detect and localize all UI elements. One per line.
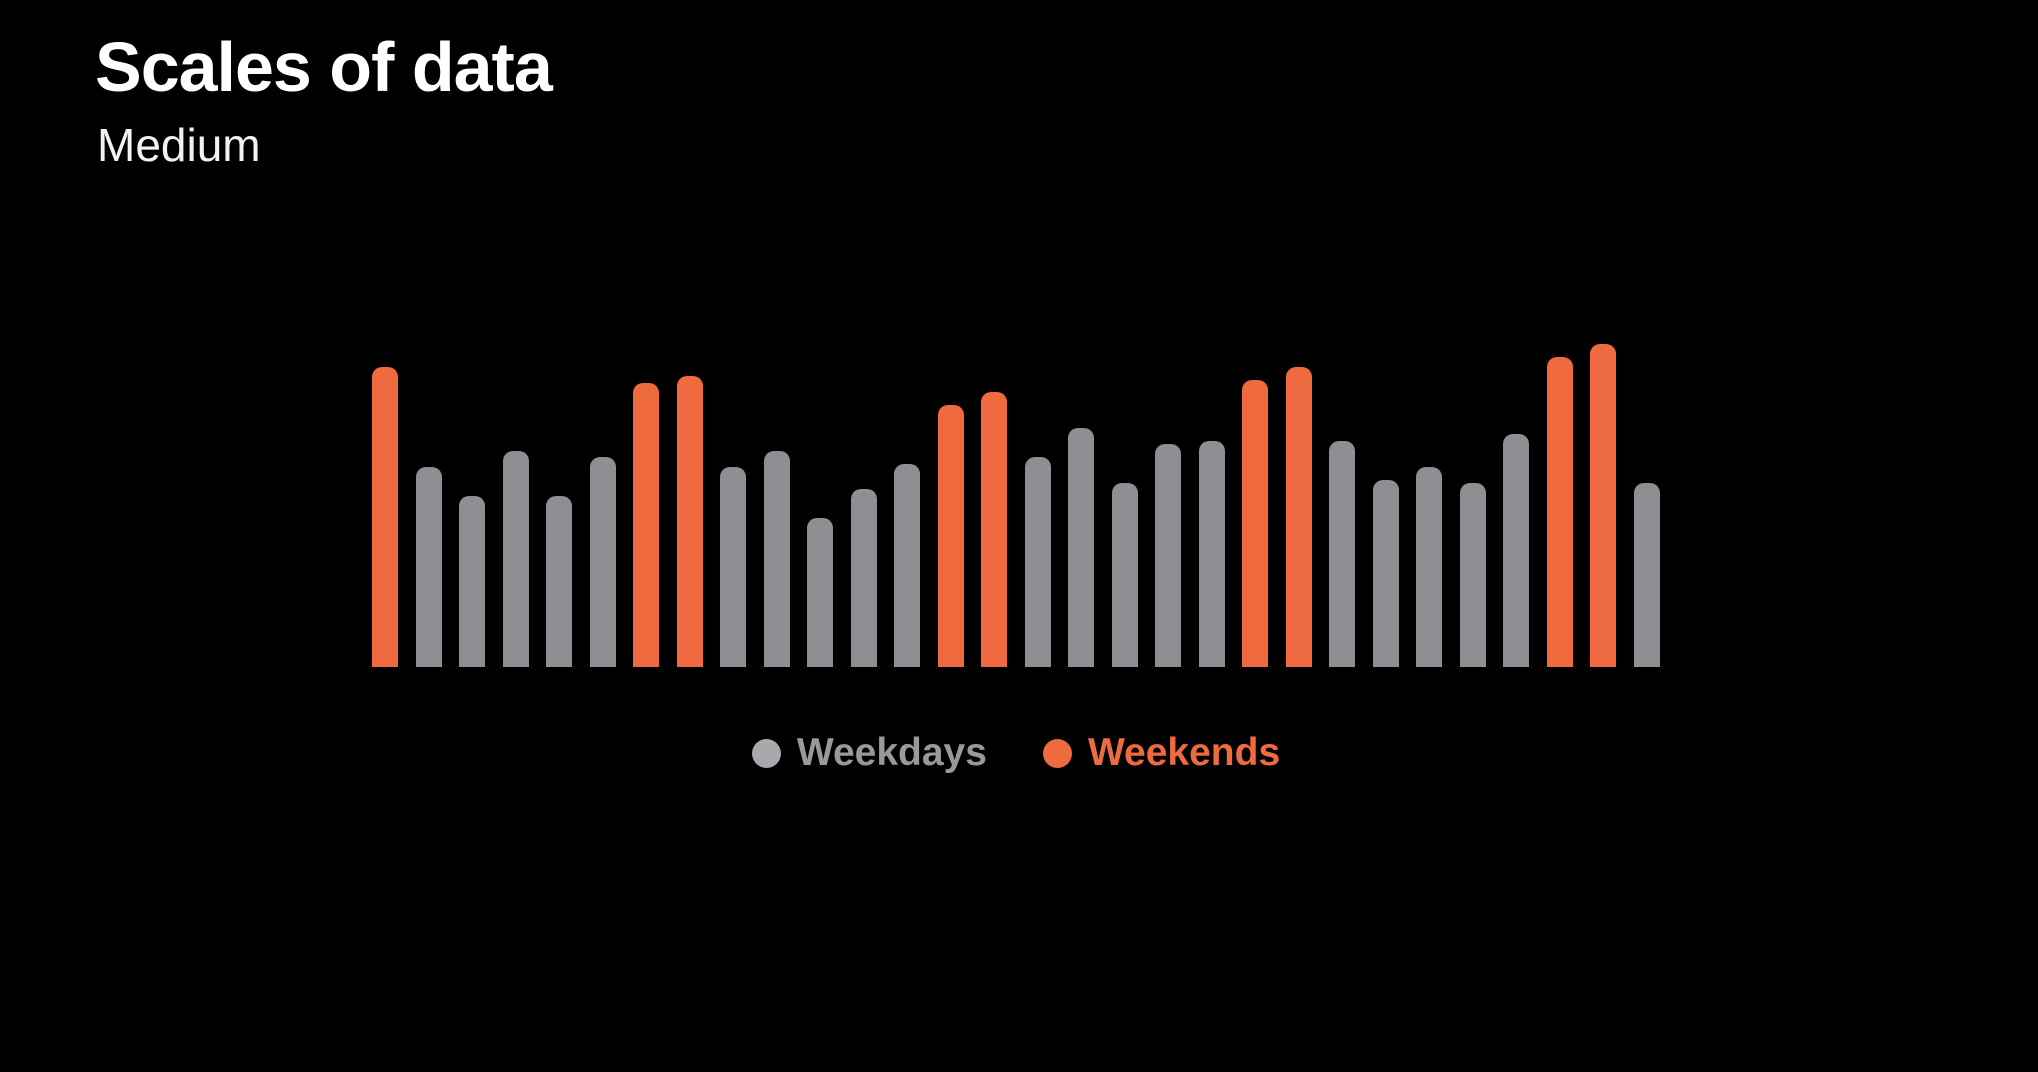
weekends-dot-icon — [1042, 738, 1072, 768]
bar-19-weekdays — [1155, 444, 1182, 667]
bar-5-weekdays — [546, 495, 573, 667]
bar-1-weekends — [372, 366, 398, 667]
bar-4-weekdays — [502, 450, 529, 667]
chart-legend: Weekdays Weekends — [372, 731, 1660, 775]
bar-11-weekdays — [807, 518, 834, 667]
bar-15-weekends — [981, 392, 1008, 667]
bar-29-weekends — [1590, 344, 1617, 667]
bar-chart — [372, 344, 1660, 667]
bar-12-weekdays — [850, 489, 877, 667]
chart-header: Scales of data Medium — [95, 28, 553, 172]
legend-item-weekdays: Weekdays — [751, 731, 987, 775]
legend-label-weekends: Weekends — [1087, 731, 1281, 774]
page-title: Scales of data — [95, 28, 553, 106]
bar-24-weekdays — [1372, 479, 1399, 667]
legend-label-weekdays: Weekdays — [796, 731, 987, 774]
bar-18-weekdays — [1111, 482, 1138, 667]
bar-9-weekdays — [720, 466, 747, 667]
bar-13-weekdays — [894, 463, 921, 667]
page-subtitle: Medium — [97, 119, 261, 172]
bar-30-weekdays — [1633, 482, 1660, 667]
bar-23-weekdays — [1329, 440, 1356, 667]
bar-10-weekdays — [763, 450, 790, 667]
bar-20-weekdays — [1198, 440, 1225, 667]
bar-3-weekdays — [459, 495, 486, 667]
bar-8-weekends — [676, 376, 703, 667]
bar-21-weekends — [1242, 379, 1269, 667]
bar-2-weekdays — [415, 466, 442, 667]
bar-22-weekends — [1285, 366, 1312, 667]
legend-item-weekends: Weekends — [1042, 731, 1281, 775]
bar-28-weekends — [1546, 356, 1573, 667]
bar-14-weekends — [937, 405, 964, 667]
bar-16-weekdays — [1024, 457, 1051, 667]
bar-26-weekdays — [1459, 482, 1486, 667]
bar-27-weekdays — [1503, 434, 1530, 667]
bar-25-weekdays — [1416, 466, 1443, 667]
bar-6-weekdays — [589, 457, 616, 667]
weekdays-dot-icon — [751, 738, 781, 768]
bar-7-weekends — [633, 382, 660, 667]
bar-17-weekdays — [1068, 427, 1095, 667]
